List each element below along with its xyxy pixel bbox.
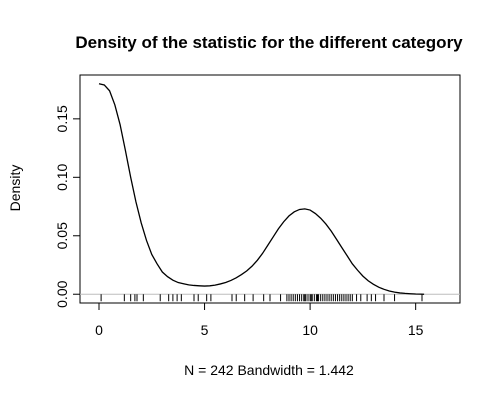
y-tick-label: 0.10 — [54, 163, 70, 190]
chart-title: Density of the statistic for the differe… — [75, 33, 463, 52]
x-tick-label: 5 — [201, 322, 209, 338]
x-axis-label: N = 242 Bandwidth = 1.442 — [184, 362, 354, 378]
x-tick-label: 0 — [95, 322, 103, 338]
rug — [100, 294, 423, 302]
density-curve — [98, 83, 425, 295]
plot-frame — [79, 74, 461, 304]
y-tick-label: 0.00 — [54, 280, 70, 307]
x-tick-label: 10 — [302, 322, 318, 338]
y-tick-label: 0.15 — [54, 105, 70, 132]
y-axis-label: Density — [7, 165, 23, 212]
y-tick-label: 0.05 — [54, 222, 70, 249]
plot-area: 0 5 10 15 0.00 0.05 0.10 0.15 — [54, 74, 461, 338]
x-tick-label: 15 — [408, 322, 424, 338]
